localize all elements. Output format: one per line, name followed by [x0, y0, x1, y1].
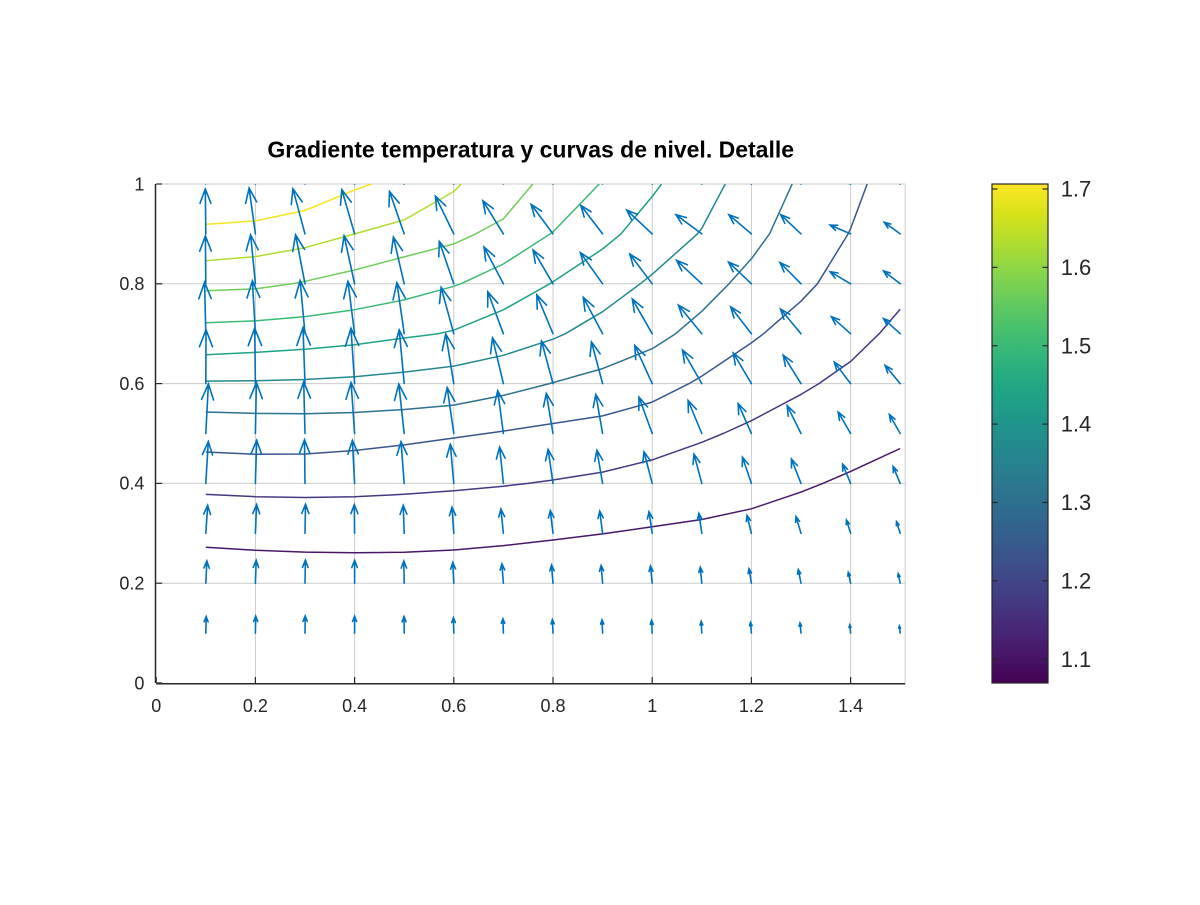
svg-text:1.6: 1.6 [1061, 255, 1092, 280]
svg-text:0.6: 0.6 [119, 374, 144, 394]
svg-text:1.2: 1.2 [739, 696, 764, 716]
svg-text:1: 1 [647, 696, 657, 716]
svg-text:0: 0 [151, 696, 161, 716]
svg-text:1.1: 1.1 [1061, 647, 1092, 672]
svg-text:1.4: 1.4 [838, 696, 863, 716]
svg-text:0.2: 0.2 [119, 574, 144, 594]
svg-text:1.4: 1.4 [1061, 412, 1092, 437]
svg-text:1.2: 1.2 [1061, 568, 1092, 593]
svg-text:0: 0 [134, 673, 144, 693]
svg-text:0.4: 0.4 [119, 474, 144, 494]
svg-text:0.4: 0.4 [342, 696, 367, 716]
svg-text:1: 1 [134, 174, 144, 194]
svg-text:1.3: 1.3 [1061, 490, 1092, 515]
svg-text:1.7: 1.7 [1061, 177, 1092, 202]
svg-text:0.6: 0.6 [441, 696, 466, 716]
svg-text:0.8: 0.8 [540, 696, 565, 716]
svg-text:1.5: 1.5 [1061, 333, 1092, 358]
svg-text:Gradiente temperatura y curvas: Gradiente temperatura y curvas de nivel.… [267, 137, 794, 163]
svg-text:0.2: 0.2 [243, 696, 268, 716]
svg-text:0.8: 0.8 [119, 274, 144, 294]
